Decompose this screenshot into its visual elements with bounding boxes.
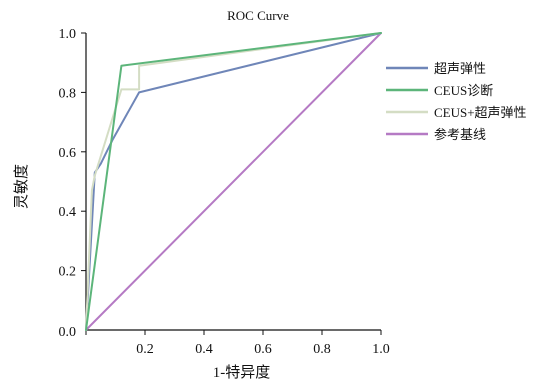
x-tick-label: 0.6 (254, 342, 272, 357)
axes: 0.2 0.4 0.6 0.8 1.0 0.0 0.2 0.4 0.6 0.8 1.0 (59, 27, 390, 357)
x-axis-title: 1-特异度 (213, 364, 271, 381)
series-line-0 (85, 32, 382, 331)
legend-label-0: 超声弹性 (434, 61, 486, 76)
chart-title: ROC Curve (227, 8, 289, 23)
series-line-1 (85, 32, 382, 331)
y-tick-label: 1.0 (59, 27, 77, 42)
x-tick-label: 0.2 (136, 342, 154, 357)
y-tick-label: 0.8 (59, 86, 77, 101)
x-tick-label: 0.8 (313, 342, 331, 357)
y-tick-label: 0.0 (59, 325, 77, 340)
series-lines (85, 32, 382, 331)
y-axis-title: 灵敏度 (13, 164, 30, 209)
y-tick-label: 0.2 (59, 265, 77, 280)
legend-label-3: 参考基线 (434, 127, 486, 142)
x-tick-label: 0.4 (195, 342, 213, 357)
y-tick-label: 0.4 (59, 205, 77, 220)
legend-label-1: CEUS诊断 (434, 83, 493, 98)
y-tick-label: 0.6 (59, 146, 77, 161)
legend-label-2: CEUS+超声弹性 (434, 105, 527, 120)
series-line-2 (85, 32, 382, 331)
series-line-3 (85, 32, 382, 331)
x-tick-label: 1.0 (372, 342, 390, 357)
